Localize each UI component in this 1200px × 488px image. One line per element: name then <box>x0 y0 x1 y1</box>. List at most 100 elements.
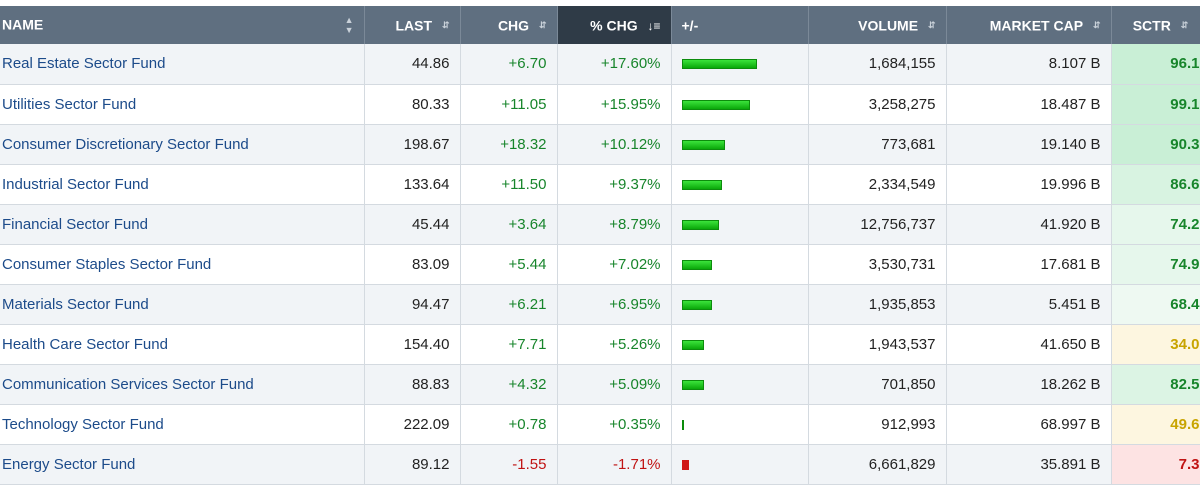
change-bar <box>681 99 750 110</box>
sort-arrows-icon[interactable]: ⇵ <box>927 20 936 31</box>
change-value: +11.50 <box>460 164 558 205</box>
change-bar-cell <box>671 364 809 405</box>
last-price: 154.40 <box>364 324 461 365</box>
last-price: 80.33 <box>364 84 461 125</box>
column-header-chg-label: CHG <box>497 17 530 34</box>
table-body: Real Estate Sector Fund 44.86 +6.70 +17.60%… <box>0 44 1200 485</box>
fund-name-link[interactable]: Communication Services Sector Fund <box>0 364 365 405</box>
market-cap-value: 17.681 B <box>946 244 1112 285</box>
table-row[interactable]: Health Care Sector Fund 154.40 +7.71 +5.26%… <box>0 324 1200 365</box>
table-row[interactable]: Industrial Sector Fund 133.64 +11.50 +9.37%… <box>0 164 1200 205</box>
fund-name-link[interactable]: Consumer Discretionary Sector Fund <box>0 124 365 165</box>
column-header-last[interactable]: LAST ⇵ <box>364 6 461 44</box>
column-header-volume[interactable]: VOLUME ⇵ <box>808 6 947 44</box>
percent-change: +0.35% <box>557 404 672 445</box>
change-bar-cell <box>671 284 809 325</box>
column-header-sctr[interactable]: SCTR ⇵ <box>1111 6 1200 44</box>
percent-change: +8.79% <box>557 204 672 245</box>
market-cap-value: 35.891 B <box>946 444 1112 485</box>
change-bar-cell <box>671 444 809 485</box>
change-value: +6.70 <box>460 44 558 85</box>
sctr-score: 49.6 <box>1111 404 1200 445</box>
fund-name-link[interactable]: Energy Sector Fund <box>0 444 365 485</box>
volume-value: 701,850 <box>808 364 947 405</box>
sctr-score: 7.3 <box>1111 444 1200 485</box>
change-bar-cell <box>671 324 809 365</box>
change-bar <box>681 379 704 390</box>
fund-name-link[interactable]: Health Care Sector Fund <box>0 324 365 365</box>
sort-arrows-icon[interactable]: ⇵ <box>538 20 547 31</box>
volume-value: 2,334,549 <box>808 164 947 205</box>
volume-value: 3,258,275 <box>808 84 947 125</box>
table-row[interactable]: Utilities Sector Fund 80.33 +11.05 +15.95% 3… <box>0 84 1200 125</box>
last-price: 44.86 <box>364 44 461 85</box>
change-bar <box>681 59 757 70</box>
sort-descending-icon[interactable]: ↓≡ <box>647 18 661 33</box>
fund-name-link[interactable]: Materials Sector Fund <box>0 284 365 325</box>
last-price: 222.09 <box>364 404 461 445</box>
sort-arrows-icon[interactable]: ⇵ <box>1180 20 1189 31</box>
column-header-market-cap[interactable]: MARKET CAP ⇵ <box>946 6 1112 44</box>
column-header-pct-chg[interactable]: % CHG ↓≡ <box>557 6 672 44</box>
change-bar <box>681 219 719 230</box>
column-header-pct-chg-label: % CHG <box>590 17 638 34</box>
market-cap-value: 19.996 B <box>946 164 1112 205</box>
sort-arrows-icon[interactable]: ⇵ <box>1092 20 1101 31</box>
change-bar-cell <box>671 84 809 125</box>
change-bar-cell <box>671 124 809 165</box>
change-value: -1.55 <box>460 444 558 485</box>
volume-value: 1,943,537 <box>808 324 947 365</box>
change-bar <box>681 459 689 470</box>
change-value: +3.64 <box>460 204 558 245</box>
column-header-name-label: NAME <box>2 16 44 33</box>
table-row[interactable]: Technology Sector Fund 222.09 +0.78 +0.35% 9… <box>0 404 1200 445</box>
change-value: +7.71 <box>460 324 558 365</box>
last-price: 88.83 <box>364 364 461 405</box>
change-bar <box>681 259 712 270</box>
fund-name-link[interactable]: Real Estate Sector Fund <box>0 44 365 85</box>
table-row[interactable]: Energy Sector Fund 89.12 -1.55 -1.71% 6,661,… <box>0 444 1200 485</box>
sort-arrows-icon[interactable]: ▲︎ ▼︎ <box>344 15 354 35</box>
change-value: +4.32 <box>460 364 558 405</box>
market-cap-value: 41.920 B <box>946 204 1112 245</box>
sctr-score: 96.1 <box>1111 44 1200 85</box>
market-cap-value: 8.107 B <box>946 44 1112 85</box>
table-row[interactable]: Communication Services Sector Fund 88.83 +… <box>0 364 1200 405</box>
change-bar-cell <box>671 404 809 445</box>
market-cap-value: 18.487 B <box>946 84 1112 125</box>
sector-table: NAME ▲︎ ▼︎ LAST ⇵ CHG ⇵ % CHG ↓≡ +/- VOLU… <box>0 6 1200 485</box>
column-header-bar-label: +/- <box>681 17 699 34</box>
fund-name-link[interactable]: Financial Sector Fund <box>0 204 365 245</box>
percent-change: +6.95% <box>557 284 672 325</box>
fund-name-link[interactable]: Consumer Staples Sector Fund <box>0 244 365 285</box>
fund-name-link[interactable]: Technology Sector Fund <box>0 404 365 445</box>
column-header-sctr-label: SCTR <box>1132 17 1171 34</box>
last-price: 45.44 <box>364 204 461 245</box>
volume-value: 6,661,829 <box>808 444 947 485</box>
volume-value: 1,684,155 <box>808 44 947 85</box>
column-header-bar: +/- <box>671 6 809 44</box>
table-row[interactable]: Consumer Staples Sector Fund 83.09 +5.44 +7… <box>0 244 1200 285</box>
sctr-score: 74.2 <box>1111 204 1200 245</box>
percent-change: +15.95% <box>557 84 672 125</box>
table-row[interactable]: Consumer Discretionary Sector Fund 198.67… <box>0 124 1200 165</box>
last-price: 89.12 <box>364 444 461 485</box>
fund-name-link[interactable]: Utilities Sector Fund <box>0 84 365 125</box>
last-price: 94.47 <box>364 284 461 325</box>
last-price: 83.09 <box>364 244 461 285</box>
percent-change: +7.02% <box>557 244 672 285</box>
change-value: +11.05 <box>460 84 558 125</box>
fund-name-link[interactable]: Industrial Sector Fund <box>0 164 365 205</box>
table-row[interactable]: Materials Sector Fund 94.47 +6.21 +6.95% 1,9… <box>0 284 1200 325</box>
market-cap-value: 5.451 B <box>946 284 1112 325</box>
sort-arrows-icon[interactable]: ⇵ <box>441 20 450 31</box>
table-row[interactable]: Real Estate Sector Fund 44.86 +6.70 +17.60%… <box>0 44 1200 85</box>
sctr-score: 74.9 <box>1111 244 1200 285</box>
percent-change: +5.09% <box>557 364 672 405</box>
sctr-score: 90.3 <box>1111 124 1200 165</box>
column-header-name[interactable]: NAME ▲︎ ▼︎ <box>0 6 365 44</box>
column-header-chg[interactable]: CHG ⇵ <box>460 6 558 44</box>
table-row[interactable]: Financial Sector Fund 45.44 +3.64 +8.79% 12,… <box>0 204 1200 245</box>
header-row: NAME ▲︎ ▼︎ LAST ⇵ CHG ⇵ % CHG ↓≡ +/- VOLU… <box>0 6 1200 44</box>
market-cap-value: 41.650 B <box>946 324 1112 365</box>
